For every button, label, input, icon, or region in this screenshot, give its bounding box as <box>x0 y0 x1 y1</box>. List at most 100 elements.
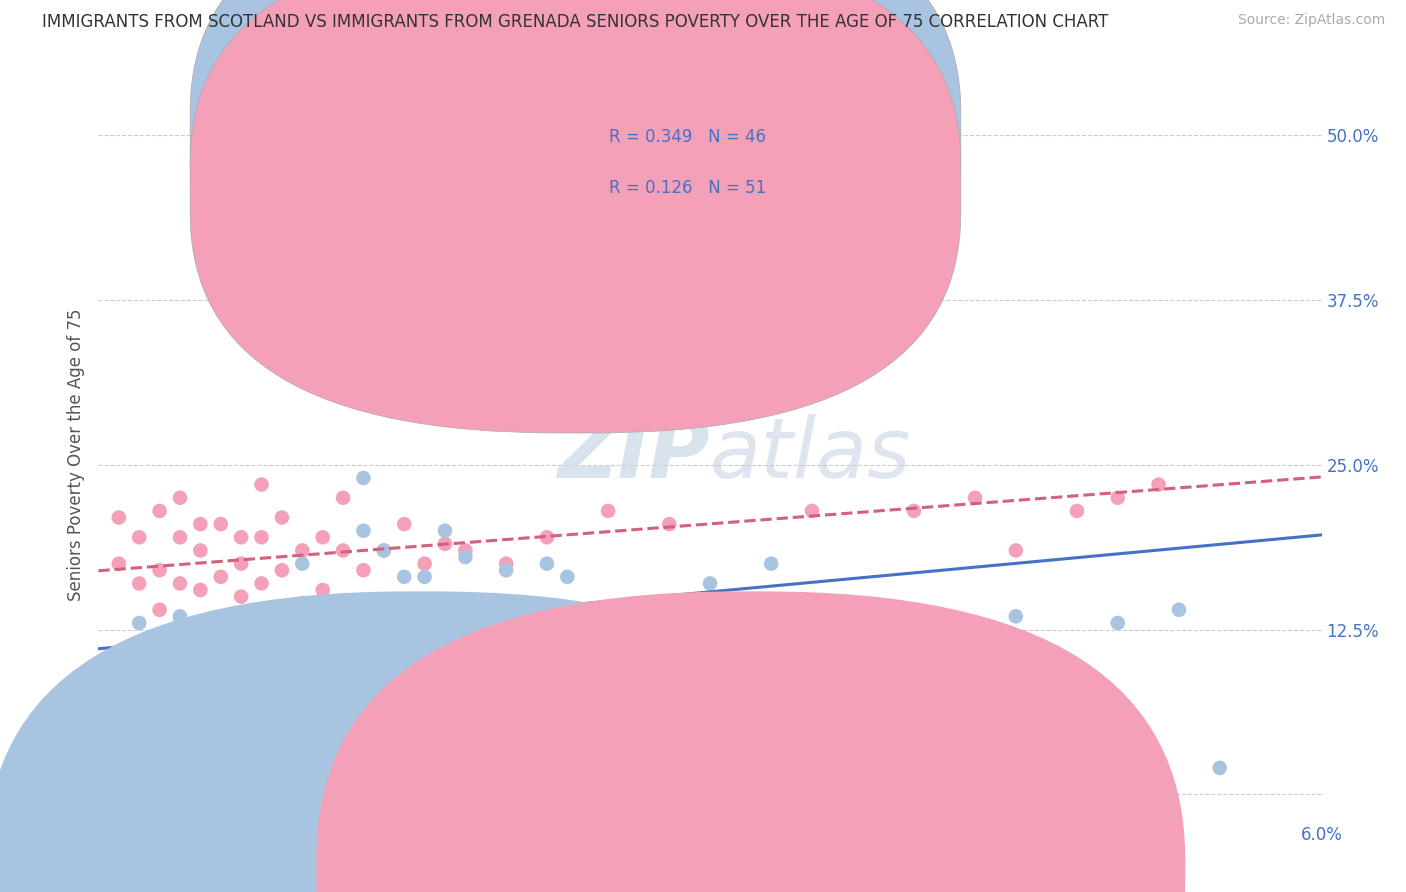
Point <box>536 557 558 571</box>
Point <box>433 537 456 551</box>
Point <box>231 530 253 544</box>
Point <box>209 517 232 532</box>
Point <box>270 563 292 577</box>
Point <box>149 504 172 518</box>
Point <box>209 668 232 682</box>
Text: atlas: atlas <box>710 415 911 495</box>
Point <box>413 557 436 571</box>
Point <box>352 524 374 538</box>
Point <box>637 392 661 406</box>
Point <box>169 656 191 670</box>
Point <box>495 563 517 577</box>
Point <box>311 656 335 670</box>
Point <box>209 570 232 584</box>
Point <box>1004 609 1026 624</box>
Point <box>352 471 374 485</box>
Point <box>291 543 314 558</box>
Point <box>373 543 395 558</box>
Point <box>149 603 172 617</box>
Point <box>332 491 354 505</box>
Point <box>454 550 477 565</box>
Point <box>1147 477 1170 491</box>
Point <box>598 504 620 518</box>
Text: Source: ZipAtlas.com: Source: ZipAtlas.com <box>1237 13 1385 28</box>
Point <box>903 504 925 518</box>
Point <box>555 570 579 584</box>
Text: Immigrants from Grenada: Immigrants from Grenada <box>770 860 986 878</box>
Point <box>169 609 191 624</box>
Point <box>903 181 925 195</box>
Point <box>332 543 354 558</box>
Point <box>250 530 273 544</box>
Point <box>128 675 150 690</box>
Point <box>536 530 558 544</box>
Point <box>291 668 314 682</box>
Point <box>1107 615 1129 630</box>
Point <box>250 576 273 591</box>
Point <box>332 636 354 650</box>
Point <box>108 510 131 524</box>
Point <box>1066 504 1088 518</box>
Point <box>1004 543 1026 558</box>
Point <box>1167 603 1189 617</box>
Point <box>149 636 172 650</box>
Point <box>699 576 721 591</box>
Point <box>188 662 212 676</box>
FancyBboxPatch shape <box>526 96 820 228</box>
Point <box>188 517 212 532</box>
Point <box>474 734 498 748</box>
Point <box>149 681 172 696</box>
Point <box>169 491 191 505</box>
Point <box>188 681 212 696</box>
Point <box>311 582 335 597</box>
Point <box>188 623 212 637</box>
Point <box>392 570 416 584</box>
Point <box>149 563 172 577</box>
Y-axis label: Seniors Poverty Over the Age of 75: Seniors Poverty Over the Age of 75 <box>67 309 86 601</box>
Point <box>250 477 273 491</box>
Point <box>108 557 131 571</box>
Point <box>231 648 253 663</box>
Point <box>188 582 212 597</box>
Point <box>250 662 273 676</box>
Point <box>658 517 681 532</box>
Text: R = 0.126   N = 51: R = 0.126 N = 51 <box>609 179 766 197</box>
Point <box>270 681 292 696</box>
Point <box>250 629 273 643</box>
Point <box>291 557 314 571</box>
Point <box>1107 491 1129 505</box>
Point <box>454 543 477 558</box>
Point <box>108 774 131 789</box>
Point <box>352 563 374 577</box>
Point <box>231 557 253 571</box>
Point <box>231 689 253 703</box>
Point <box>209 695 232 709</box>
Point <box>761 557 783 571</box>
Point <box>169 689 191 703</box>
Point <box>392 517 416 532</box>
Point <box>188 543 212 558</box>
Text: Immigrants from Scotland: Immigrants from Scotland <box>439 860 655 878</box>
Point <box>231 590 253 604</box>
Point <box>231 668 253 682</box>
Point <box>801 504 824 518</box>
Point <box>598 734 620 748</box>
Point <box>373 543 395 558</box>
Text: R = 0.349   N = 46: R = 0.349 N = 46 <box>609 128 765 145</box>
Point <box>270 510 292 524</box>
Point <box>801 615 824 630</box>
Point <box>128 530 150 544</box>
FancyBboxPatch shape <box>190 0 960 433</box>
Point <box>188 615 212 630</box>
Text: ZIP: ZIP <box>557 415 710 495</box>
Text: IMMIGRANTS FROM SCOTLAND VS IMMIGRANTS FROM GRENADA SENIORS POVERTY OVER THE AGE: IMMIGRANTS FROM SCOTLAND VS IMMIGRANTS F… <box>42 13 1108 31</box>
Point <box>169 615 191 630</box>
Point <box>270 615 292 630</box>
Point <box>413 570 436 584</box>
Point <box>209 615 232 630</box>
Point <box>311 530 335 544</box>
Point <box>128 615 150 630</box>
Point <box>169 530 191 544</box>
Point <box>1208 761 1232 775</box>
FancyBboxPatch shape <box>190 0 960 382</box>
